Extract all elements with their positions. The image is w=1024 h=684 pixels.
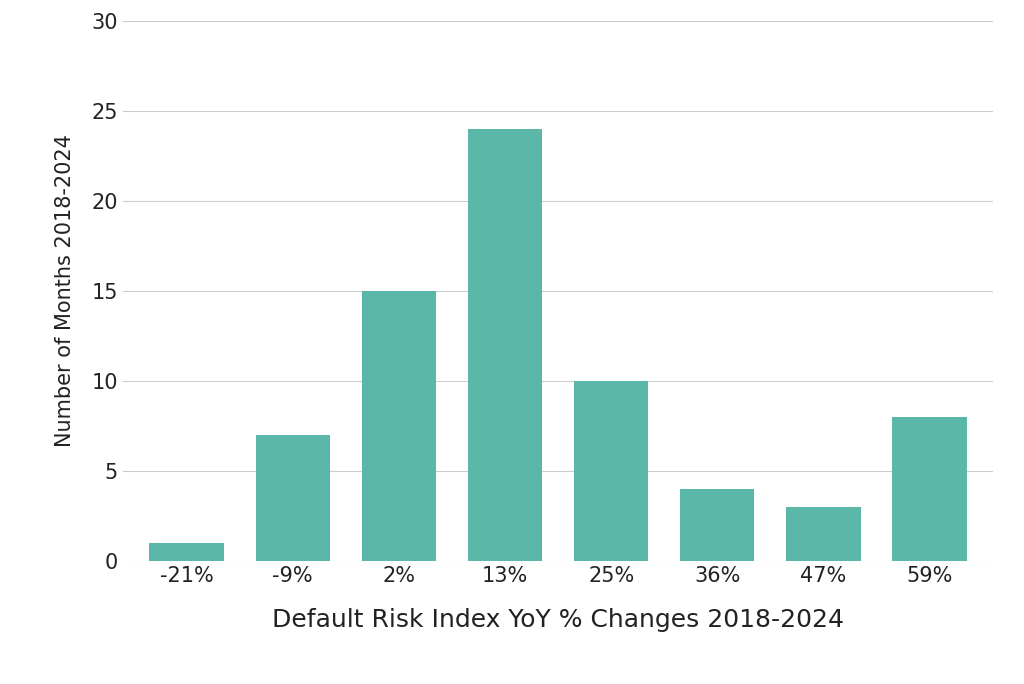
Bar: [150, 543, 223, 561]
Bar: [786, 507, 860, 561]
Y-axis label: Number of Months 2018-2024: Number of Months 2018-2024: [55, 134, 75, 447]
Bar: [680, 489, 755, 561]
Bar: [893, 417, 967, 561]
Bar: [574, 381, 648, 561]
Bar: [468, 129, 542, 561]
Bar: [256, 435, 330, 561]
Bar: [361, 291, 436, 561]
X-axis label: Default Risk Index YoY % Changes 2018-2024: Default Risk Index YoY % Changes 2018-20…: [272, 608, 844, 632]
